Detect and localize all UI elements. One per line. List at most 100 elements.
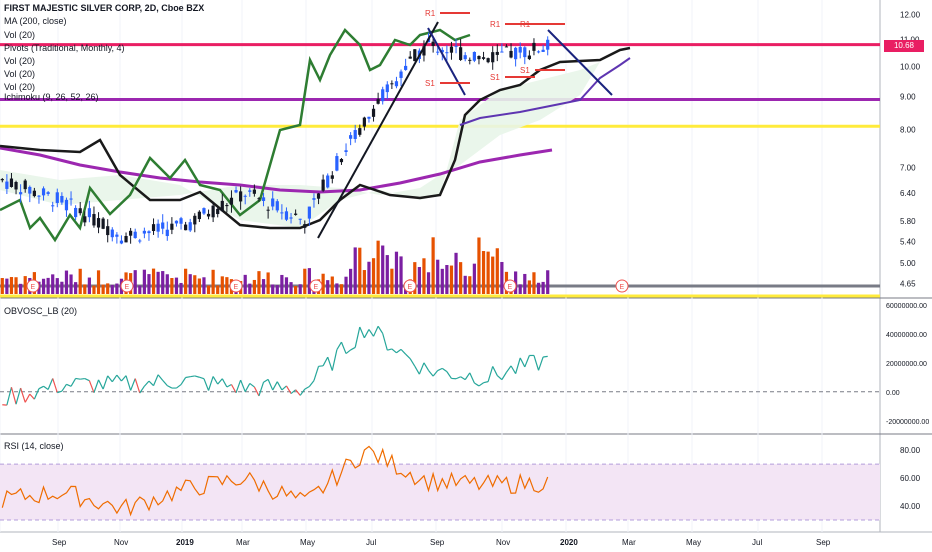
earnings-marker-label: E xyxy=(31,284,36,291)
candle-body xyxy=(97,218,100,227)
volume-bar xyxy=(138,285,141,294)
rsi-axis-tick: 60.00 xyxy=(900,474,921,483)
obv-line-segment xyxy=(442,368,447,371)
obv-line-segment xyxy=(470,373,475,383)
price-axis-tick: 5.40 xyxy=(900,237,916,246)
obv-line-segment xyxy=(213,376,218,384)
obv-title[interactable]: OBVOSC_LB (20) xyxy=(4,306,77,316)
volume-bar xyxy=(427,272,430,294)
obv-line-segment xyxy=(520,358,525,367)
obv-line-segment xyxy=(209,376,214,390)
candle-body xyxy=(528,56,531,60)
obv-line-segment xyxy=(355,327,360,347)
volume-bar xyxy=(83,284,86,294)
obv-line-segment xyxy=(11,387,16,404)
candle-body xyxy=(271,198,274,206)
obv-axis-tick: 20000000.00 xyxy=(886,361,927,368)
candle-body xyxy=(56,192,59,203)
indicator-vol[interactable]: Vol (20) xyxy=(4,30,35,40)
volume-bar xyxy=(74,282,77,294)
candle-body xyxy=(202,208,205,213)
volume-bar xyxy=(436,260,439,294)
obv-line-segment xyxy=(25,394,30,402)
candle-body xyxy=(253,190,256,194)
volume-bar xyxy=(340,284,343,294)
candle-body xyxy=(170,224,173,230)
candle-body xyxy=(372,109,375,117)
earnings-marker-label: E xyxy=(408,284,413,291)
candle-body xyxy=(138,240,141,241)
indicator-vol-4[interactable]: Vol (20) xyxy=(4,82,35,92)
obv-line-segment xyxy=(89,381,94,393)
price-axis-tick: 7.00 xyxy=(900,164,916,173)
candle-body xyxy=(111,230,114,238)
obv-line-segment xyxy=(415,366,420,374)
obv-line-segment xyxy=(351,347,356,349)
volume-bar xyxy=(377,241,380,294)
obv-line-segment xyxy=(62,384,67,391)
indicator-vol-2[interactable]: Vol (20) xyxy=(4,56,35,66)
earnings-marker-label: E xyxy=(314,284,319,291)
obv-line-segment xyxy=(369,329,374,336)
volume-bar xyxy=(528,280,531,294)
indicator-ma[interactable]: MA (200, close) xyxy=(4,16,67,26)
volume-bar xyxy=(69,274,72,294)
candle-body xyxy=(248,190,251,191)
candle-body xyxy=(477,56,480,59)
obv-line-segment xyxy=(337,342,342,350)
obv-line-segment xyxy=(99,380,104,389)
candle-body xyxy=(303,224,306,228)
obv-axis-tick: 0.00 xyxy=(886,390,900,397)
candle-body xyxy=(120,241,123,244)
candle-body xyxy=(377,99,380,104)
price-axis-tick: 12.00 xyxy=(900,11,921,20)
obv-line-segment xyxy=(273,382,278,390)
candle-body xyxy=(312,198,315,200)
price-axis-tick: 5.80 xyxy=(900,217,916,226)
candle-body xyxy=(464,55,467,59)
candle-body xyxy=(267,210,270,211)
obv-line-segment xyxy=(66,384,71,386)
obv-line-segment xyxy=(108,376,113,382)
obv-line-segment xyxy=(268,379,273,390)
indicator-ichimoku[interactable]: Ichimoku (9, 26, 52, 26) xyxy=(4,92,99,102)
time-axis-tick: 2019 xyxy=(176,538,194,547)
volume-bar xyxy=(331,276,334,294)
candle-body xyxy=(349,135,352,139)
candle-body xyxy=(276,201,279,210)
candle-body xyxy=(129,231,132,236)
volume-bar xyxy=(468,276,471,294)
obv-line-segment xyxy=(314,366,319,380)
rsi-title[interactable]: RSI (14, close) xyxy=(4,441,64,451)
obv-line-segment xyxy=(539,357,544,370)
time-axis-tick: Nov xyxy=(114,538,128,547)
volume-bar xyxy=(299,284,302,294)
volume-bar xyxy=(253,280,256,294)
volume-bar xyxy=(157,272,160,294)
obv-axis-tick: 40000000.00 xyxy=(886,332,927,339)
obv-line-segment xyxy=(392,349,397,353)
obv-line-segment xyxy=(465,373,470,380)
obv-line-segment xyxy=(176,385,181,389)
candle-body xyxy=(519,47,522,53)
obv-axis-tick: -20000000.00 xyxy=(886,419,929,426)
candle-body xyxy=(166,230,169,236)
volume-bar xyxy=(354,247,357,294)
time-axis-tick: Mar xyxy=(622,538,636,547)
indicator-pivots[interactable]: Pivots (Traditional, Monthly, 4) xyxy=(4,43,125,53)
candle-body xyxy=(436,52,439,53)
volume-bar xyxy=(326,280,329,294)
candle-body xyxy=(102,219,105,229)
time-axis-tick: Jul xyxy=(752,538,762,547)
volume-bar xyxy=(166,274,169,294)
volume-bar xyxy=(542,282,545,294)
candle-body xyxy=(51,205,54,206)
indicator-vol-3[interactable]: Vol (20) xyxy=(4,69,35,79)
obv-line-segment xyxy=(241,380,246,392)
volume-bar xyxy=(143,270,146,294)
volume-bar xyxy=(358,248,361,294)
candle-body xyxy=(542,50,545,52)
volume-bar xyxy=(202,277,205,294)
